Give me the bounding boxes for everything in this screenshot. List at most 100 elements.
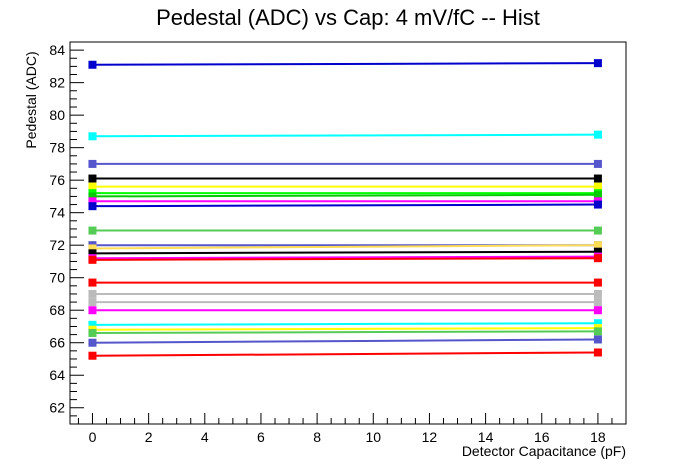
x-tick-label: 2 [145, 429, 153, 445]
y-tick-label: 72 [49, 237, 65, 253]
data-point [593, 226, 602, 235]
data-point [88, 182, 97, 191]
series-line [92, 338, 598, 344]
x-tick-label: 8 [313, 429, 321, 445]
data-point [88, 192, 97, 201]
y-axis: 62 64 66 68 70 72 74 76 78 80 82 84 [49, 41, 84, 425]
data-point [593, 182, 602, 191]
data-point [88, 244, 97, 253]
data-point [593, 254, 602, 263]
data-point [593, 200, 602, 209]
data-point [593, 278, 602, 287]
data-point [88, 351, 97, 360]
series-line [92, 244, 598, 250]
data-point [593, 241, 602, 250]
data-point [593, 298, 602, 307]
data-point [593, 306, 602, 315]
chart-title: Pedestal (ADC) vs Cap: 4 mV/fC -- Hist [156, 5, 540, 30]
series-17 [88, 289, 602, 298]
data-point [593, 247, 602, 256]
data-point [88, 132, 97, 141]
series-line [92, 250, 598, 255]
series-19 [88, 306, 602, 315]
series-22 [88, 327, 602, 337]
data-point [593, 335, 602, 344]
data-point [593, 159, 602, 168]
plot-frame [69, 41, 627, 425]
series-layer [88, 59, 602, 360]
x-tick-label: 6 [257, 429, 265, 445]
y-axis-label: Pedestal (ADC) [23, 51, 39, 148]
series-line [92, 257, 598, 261]
y-tick-label: 74 [49, 205, 65, 221]
y-tick-label: 82 [49, 75, 65, 91]
series-line [92, 351, 598, 357]
data-point [88, 278, 97, 287]
series-7 [88, 190, 602, 201]
y-tick-label: 64 [49, 367, 65, 383]
series-13 [88, 247, 602, 258]
series-line [92, 322, 598, 326]
x-tick-label: 14 [478, 429, 494, 445]
data-point [88, 197, 97, 206]
series-20 [88, 319, 602, 329]
data-point [88, 249, 97, 258]
data-point [593, 319, 602, 328]
series-3 [88, 159, 602, 168]
series-12 [88, 241, 602, 253]
series-line [92, 203, 598, 208]
series-15 [88, 254, 602, 264]
data-point [88, 306, 97, 315]
series-line [92, 133, 598, 138]
series-2 [88, 130, 602, 141]
y-tick-label: 80 [49, 107, 65, 123]
x-tick-label: 16 [534, 429, 550, 445]
y-tick-label: 78 [49, 140, 65, 156]
series-line [92, 193, 598, 198]
data-point [88, 338, 97, 347]
series-10 [88, 226, 602, 235]
data-point [593, 174, 602, 183]
series-23 [88, 335, 602, 347]
series-5 [88, 182, 602, 191]
y-tick-label: 62 [49, 400, 65, 416]
data-point [88, 320, 97, 329]
data-point [88, 298, 97, 307]
x-tick-label: 0 [89, 429, 97, 445]
data-point [88, 159, 97, 168]
data-point [88, 328, 97, 337]
series-9 [88, 200, 602, 211]
series-4 [88, 174, 602, 183]
data-point [88, 60, 97, 69]
data-point [593, 130, 602, 139]
data-point [88, 226, 97, 235]
data-point [88, 255, 97, 264]
data-point [593, 59, 602, 68]
x-axis: 0 2 4 6 8 10 12 14 16 18 [77, 413, 627, 445]
data-point [593, 348, 602, 357]
y-tick-label: 68 [49, 302, 65, 318]
series-line [92, 62, 598, 66]
x-tick-label: 12 [422, 429, 438, 445]
data-point [593, 327, 602, 336]
series-24 [88, 348, 602, 360]
data-point [593, 190, 602, 199]
x-tick-label: 18 [590, 429, 606, 445]
y-tick-label: 76 [49, 172, 65, 188]
series-line [92, 327, 598, 331]
y-tick-label: 66 [49, 335, 65, 351]
data-point [88, 202, 97, 211]
data-point [88, 289, 97, 298]
series-16 [88, 278, 602, 287]
data-point [593, 289, 602, 298]
series-1 [88, 59, 602, 69]
x-axis-label: Detector Capacitance (pF) [462, 443, 626, 459]
x-tick-label: 4 [201, 429, 209, 445]
series-line [92, 255, 598, 260]
x-tick-label: 10 [365, 429, 381, 445]
series-18 [88, 298, 602, 307]
data-point [88, 174, 97, 183]
series-line [92, 330, 598, 334]
